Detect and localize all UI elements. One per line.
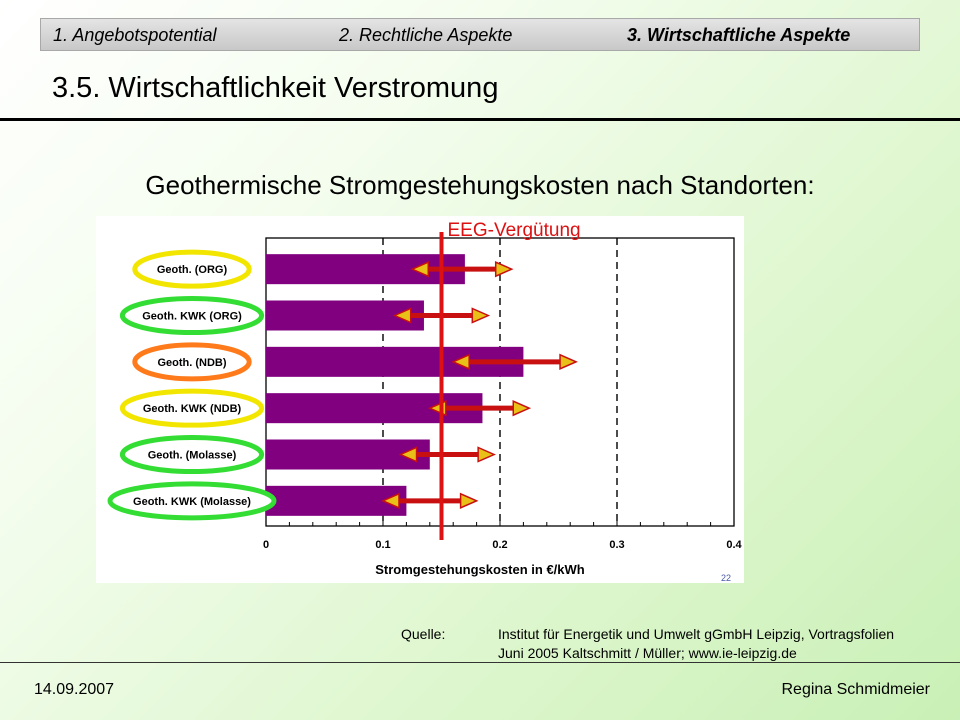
footer-author: Regina Schmidmeier: [781, 681, 930, 698]
nav-item-angebotspotential[interactable]: 1. Angebotspotential: [53, 25, 217, 45]
section-navigation-bar: 1. Angebotspotential 2. Rechtliche Aspek…: [40, 18, 920, 51]
category-outline-3: [132, 342, 252, 382]
x-tick-label-4: 0.3: [609, 539, 624, 551]
footer-divider: [0, 662, 960, 663]
range-arrow-right-6: [459, 492, 479, 509]
range-arrow-right-2: [471, 307, 491, 324]
source-line-2: Juni 2005 Kaltschmitt / Müller; www.ie-l…: [498, 645, 797, 661]
category-label-1: Geoth. (ORG): [157, 264, 228, 276]
nav-item-rechtliche-aspekte[interactable]: 2. Rechtliche Aspekte: [339, 25, 513, 45]
category-label-5: Geoth. (Molasse): [148, 450, 237, 462]
category-label-4: Geoth. KWK (NDB): [143, 403, 242, 415]
range-arrow-left-5: [398, 446, 418, 463]
range-arrow-right-5: [477, 446, 497, 463]
category-outline-6: [107, 481, 277, 521]
x-tick-label-3: 0.2: [492, 539, 507, 551]
x-axis-label: Stromgestehungskosten in €/kWh: [375, 562, 585, 577]
range-arrow-right-3: [559, 353, 578, 370]
category-label-2: Geoth. KWK (ORG): [142, 311, 242, 323]
x-tick-label-2: 0.1: [375, 539, 390, 551]
chart-heading: Geothermische Stromgestehungskosten nach…: [145, 170, 815, 200]
footer-date: 14.09.2007: [34, 681, 115, 698]
page-title: 3.5. Wirtschaftlichkeit Verstromung: [52, 72, 499, 104]
range-arrow-right-1: [494, 261, 514, 278]
x-tick-label-1: 0: [263, 539, 269, 551]
range-arrow-left-6: [381, 492, 400, 509]
x-tick-label-5: 0.4: [726, 539, 742, 551]
chart-image: Geoth. (ORG) Geoth. KWK (ORG) Geoth. (NDB)…: [96, 216, 744, 583]
category-outline-1: [132, 249, 252, 289]
reference-line-label: EEG-Vergütung: [448, 220, 581, 241]
range-arrow-left-2: [392, 307, 412, 324]
range-arrow-left-3: [451, 353, 470, 370]
category-outline-2: [119, 296, 265, 335]
source-label: Quelle:: [401, 626, 446, 642]
category-outline-5: [119, 435, 265, 474]
category-label-3: Geoth. (NDB): [157, 357, 226, 369]
category-label-6: Geoth. KWK (Molasse): [133, 496, 251, 508]
range-arrow-left-1: [410, 261, 429, 278]
corner-note: 22: [721, 573, 731, 583]
source-text: Institut für Energetik und Umwelt gGmbH …: [498, 625, 894, 663]
category-outline-4: [119, 388, 265, 428]
cost-bar-chart: Geoth. (ORG) Geoth. KWK (ORG) Geoth. (NDB)…: [107, 220, 743, 583]
title-divider: [0, 118, 960, 121]
source-line-1: Institut für Energetik und Umwelt gGmbH …: [498, 626, 895, 642]
nav-item-wirtschaftliche-aspekte[interactable]: 3. Wirtschaftliche Aspekte: [627, 25, 851, 45]
range-arrow-right-4: [512, 400, 532, 417]
